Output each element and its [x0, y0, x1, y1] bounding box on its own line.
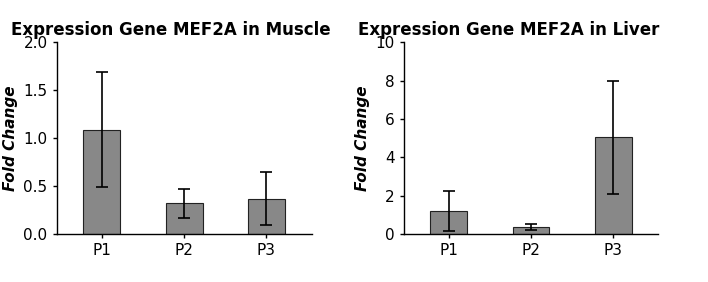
- Bar: [595, 137, 632, 234]
- Bar: [166, 203, 202, 234]
- Y-axis label: Fold Change: Fold Change: [3, 85, 18, 191]
- Bar: [84, 129, 120, 234]
- Bar: [513, 227, 549, 234]
- Text: Expression Gene MEF2A in Muscle: Expression Gene MEF2A in Muscle: [11, 21, 331, 39]
- Text: Expression Gene MEF2A in Liver: Expression Gene MEF2A in Liver: [358, 21, 659, 39]
- Y-axis label: Fold Change: Fold Change: [355, 85, 370, 191]
- Bar: [248, 199, 285, 234]
- Bar: [430, 211, 467, 234]
